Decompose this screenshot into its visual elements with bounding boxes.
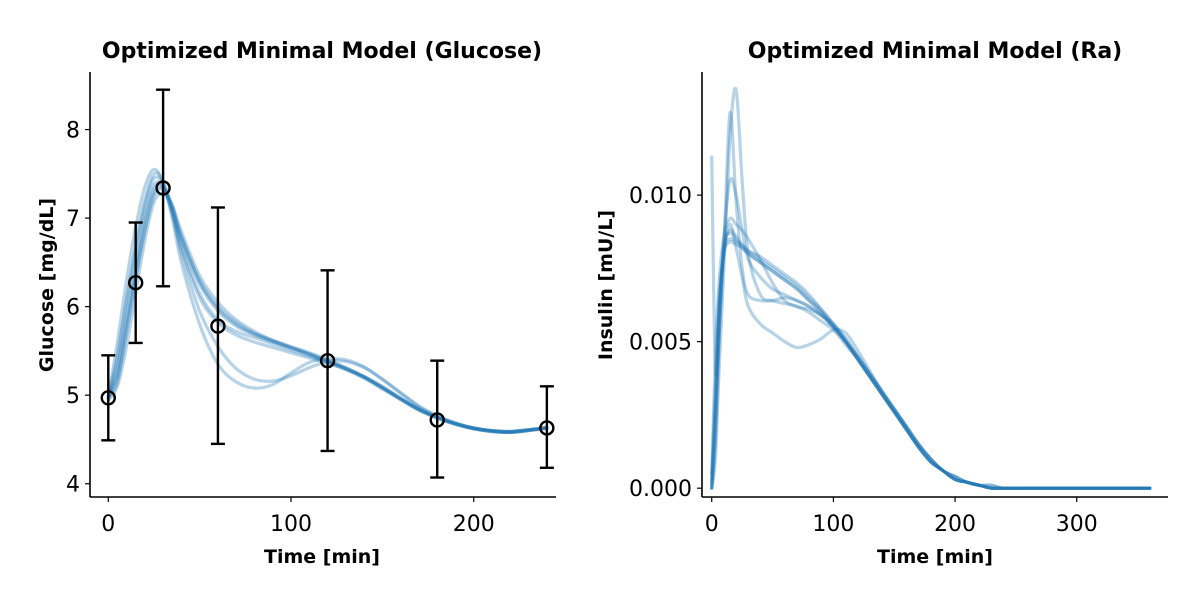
glucose-observations — [100, 180, 555, 436]
glucose-observation-point — [155, 180, 171, 196]
glucose-observation-point — [539, 420, 555, 436]
ra-x-ticks: 0 100 200 300 — [705, 497, 1098, 537]
glucose-y-tick-label: 4 — [66, 473, 80, 498]
ra-panel: Optimized Minimal Model (Ra) Time [min] … — [595, 39, 1168, 568]
ra-y-tick-label: 0.000 — [629, 477, 692, 502]
ra-curve-6 — [710, 237, 1152, 491]
glucose-error-bar — [320, 269, 335, 453]
glucose-x-tick-label: 0 — [101, 512, 115, 537]
ra-curves — [710, 86, 1152, 491]
glucose-observation-point — [210, 318, 226, 334]
ra-curve-3 — [710, 155, 1152, 491]
ra-x-tick-label: 100 — [812, 512, 854, 537]
glucose-chart-title: Optimized Minimal Model (Glucose) — [102, 39, 542, 64]
ra-curve-5 — [710, 176, 1152, 491]
glucose-error-bar — [539, 385, 554, 469]
ra-x-axis-label: Time [min] — [877, 546, 993, 568]
glucose-error-bar — [156, 88, 171, 288]
glucose-error-bar — [128, 221, 143, 345]
glucose-y-tick-label: 7 — [66, 207, 80, 232]
glucose-y-tick-label: 6 — [66, 296, 80, 321]
ra-y-axis-label: Insulin [mU/L] — [595, 210, 617, 360]
glucose-curve-7 — [106, 185, 549, 434]
ra-curve-4 — [710, 216, 1152, 491]
glucose-error-bars — [101, 88, 554, 479]
ra-curve-1 — [710, 228, 1152, 491]
glucose-y-tick-label: 8 — [66, 119, 80, 144]
ra-chart-title: Optimized Minimal Model (Ra) — [748, 39, 1122, 64]
glucose-x-tick-label: 200 — [453, 512, 495, 537]
glucose-curve-0 — [106, 187, 549, 434]
glucose-error-bar — [210, 206, 225, 446]
glucose-curve-2 — [106, 171, 549, 434]
glucose-y-tick-label: 5 — [66, 384, 80, 409]
glucose-curve-1 — [106, 180, 549, 434]
glucose-x-ticks: 0 100 200 — [101, 497, 495, 537]
glucose-curve-5 — [106, 191, 549, 434]
glucose-observation-point — [319, 352, 336, 369]
ra-curve-8 — [710, 111, 1152, 491]
glucose-observation-point — [429, 412, 445, 428]
glucose-curve-4 — [106, 175, 549, 434]
ra-x-tick-label: 200 — [934, 512, 976, 537]
ra-y-tick-label: 0.010 — [629, 184, 692, 209]
ra-curve-7 — [710, 231, 1152, 491]
glucose-x-tick-label: 100 — [270, 512, 312, 537]
ra-curve-0 — [710, 240, 1152, 491]
glucose-observation-point — [100, 390, 116, 406]
ra-x-tick-label: 0 — [705, 512, 719, 537]
glucose-curve-3 — [106, 167, 549, 434]
glucose-y-ticks: 4 5 6 7 8 — [66, 119, 90, 498]
glucose-error-bar — [430, 359, 445, 479]
glucose-curve-6 — [106, 182, 549, 434]
ra-curve-2 — [710, 86, 1152, 491]
glucose-observation-point — [127, 275, 144, 291]
ra-y-ticks: 0.000 0.005 0.010 — [629, 184, 702, 502]
glucose-error-bar — [101, 354, 116, 442]
glucose-y-axis-label: Glucose [mg/dL] — [36, 198, 58, 372]
ra-x-tick-label: 300 — [1056, 512, 1098, 537]
glucose-x-axis-label: Time [min] — [264, 546, 380, 568]
ra-y-tick-label: 0.005 — [629, 331, 692, 356]
glucose-curves — [106, 167, 549, 434]
glucose-panel: Optimized Minimal Model (Glucose) Time [… — [36, 39, 556, 568]
